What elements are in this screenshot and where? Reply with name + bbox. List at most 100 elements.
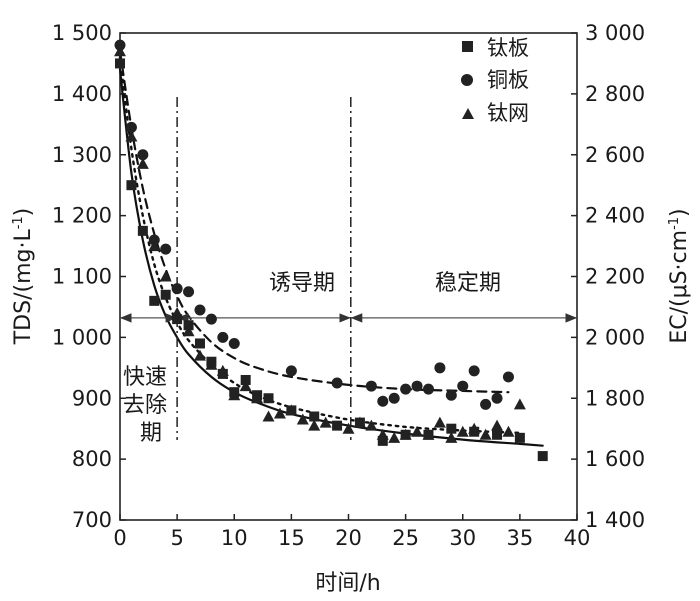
titanium-mesh-point xyxy=(171,307,184,319)
titanium-mesh-point xyxy=(114,45,126,57)
titanium-plate-point xyxy=(149,295,160,306)
titanium-plate-point xyxy=(137,225,148,236)
titanium-mesh-point xyxy=(411,425,424,437)
titanium-mesh-point xyxy=(182,325,195,337)
fit-lines xyxy=(118,50,544,447)
x-axis-ticks: 0 5 10 15 20 25 30 35 40 xyxy=(113,514,590,550)
y-right-tick-label: 3 000 xyxy=(585,21,645,45)
copper-plate-point xyxy=(183,286,195,298)
copper-plate-point xyxy=(445,389,457,401)
y-right-tick-label: 1 800 xyxy=(585,386,645,410)
fit-curve-dashed xyxy=(118,50,510,394)
titanium-mesh-point xyxy=(285,404,298,416)
copper-plate-point xyxy=(205,313,217,325)
y-left-tick-label: 1 500 xyxy=(52,21,112,45)
phase-label-induction: 诱导期 xyxy=(269,271,335,296)
y-left-tick-label: 900 xyxy=(72,386,112,410)
copper-plate-point xyxy=(457,380,469,392)
copper-plate-point xyxy=(194,304,206,316)
y-right-axis-title: EC/(μS·cm-1) xyxy=(667,208,692,343)
titanium-mesh-point xyxy=(376,428,389,440)
phase-markers xyxy=(119,97,578,440)
y-right-tick-label: 2 800 xyxy=(585,82,645,106)
titanium-mesh-point xyxy=(296,413,309,425)
x-tick-label: 25 xyxy=(392,526,419,550)
titanium-plate-point xyxy=(514,432,525,443)
titanium-mesh-point xyxy=(228,389,241,401)
titanium-plate-point xyxy=(240,374,251,385)
titanium-plate-point xyxy=(446,423,457,434)
legend-label-copper-plate: 铜板 xyxy=(487,68,529,92)
titanium-plate-point xyxy=(309,411,320,422)
phase-label-stable: 稳定期 xyxy=(435,271,501,296)
x-tick-label: 30 xyxy=(449,526,476,550)
titanium-plate-point xyxy=(537,451,548,462)
phase-labels: 快速 去除 期 诱导期 稳定期 xyxy=(123,271,501,446)
titanium-mesh-point xyxy=(319,416,332,428)
titanium-mesh-point xyxy=(422,428,435,440)
y-left-tick-label: 700 xyxy=(72,508,112,532)
titanium-mesh-point xyxy=(273,407,286,419)
titanium-mesh-point xyxy=(262,410,275,422)
legend-marker-titanium-plate xyxy=(462,41,473,52)
copper-plate-point xyxy=(434,362,446,374)
phase-label-rapid-removal-line2: 去除 xyxy=(123,393,167,418)
y-right-tick-label: 2 000 xyxy=(585,325,645,349)
copper-plate-point xyxy=(491,392,503,404)
y-right-axis-ticks: 1 400 1 600 1 800 2 000 2 200 2 400 2 600 2 800… xyxy=(571,21,645,532)
titanium-mesh-point xyxy=(388,431,401,443)
legend-marker-copper-plate xyxy=(461,74,473,86)
titanium-plate-point xyxy=(183,320,194,331)
titanium-mesh-point xyxy=(502,425,515,437)
phase-label-rapid-removal-line1: 快速 xyxy=(123,365,167,390)
copper-plate-point xyxy=(365,380,377,392)
y-right-tick-label: 2 200 xyxy=(585,265,645,289)
copper-plate-point xyxy=(285,365,297,377)
copper-plate-point xyxy=(502,371,514,383)
titanium-mesh-point xyxy=(479,428,492,440)
y-left-axis-title: TDS/(mg·L-1) xyxy=(11,208,36,346)
copper-plate-point xyxy=(377,395,389,407)
titanium-plate-point xyxy=(377,435,388,446)
legend-label-titanium-plate: 钛板 xyxy=(487,36,529,60)
titanium-plate-point xyxy=(492,429,503,440)
x-axis-title: 时间/h xyxy=(315,571,380,596)
copper-plate-point xyxy=(422,383,434,395)
copper-plate-point xyxy=(125,121,137,133)
titanium-mesh-point xyxy=(251,392,264,404)
copper-plate-point xyxy=(228,337,240,349)
copper-plate-point xyxy=(137,149,149,161)
x-tick-label: 40 xyxy=(564,526,591,550)
y-left-tick-label: 1 000 xyxy=(52,325,112,349)
titanium-plate-point xyxy=(263,393,274,404)
y-right-tick-label: 1 600 xyxy=(585,447,645,471)
titanium-mesh-point xyxy=(216,364,229,376)
y-left-axis-ticks: 700 800 900 1 000 1 100 1 200 1 300 1 400 1 500 xyxy=(52,21,126,532)
titanium-mesh-point xyxy=(342,422,355,434)
titanium-plate-point xyxy=(160,289,171,300)
y-left-tick-label: 1 200 xyxy=(52,204,112,228)
legend-marker-titanium-mesh xyxy=(462,108,474,119)
copper-plate-point xyxy=(480,398,492,410)
titanium-mesh-point xyxy=(365,419,378,431)
titanium-plate-point xyxy=(172,314,183,325)
titanium-mesh-point xyxy=(148,240,161,252)
titanium-mesh-point xyxy=(353,416,366,428)
copper-plate-point xyxy=(217,331,229,343)
copper-plate-point xyxy=(171,283,183,295)
y-right-tick-label: 2 600 xyxy=(585,143,645,167)
copper-plate-point xyxy=(388,392,400,404)
phase-label-rapid-removal-line3: 期 xyxy=(140,421,162,446)
x-tick-label: 15 xyxy=(278,526,305,550)
titanium-mesh-point xyxy=(239,380,252,392)
y-left-tick-label: 1 400 xyxy=(52,82,112,106)
copper-plate-point xyxy=(411,380,423,392)
legend: 钛板 铜板 钛网 xyxy=(461,36,529,125)
titanium-mesh-point xyxy=(456,425,469,437)
copper-plate-point xyxy=(468,365,480,377)
y-left-tick-label: 1 100 xyxy=(52,265,112,289)
copper-plate-point xyxy=(114,39,126,51)
titanium-mesh-point xyxy=(399,428,412,440)
legend-label-titanium-mesh: 钛网 xyxy=(487,101,529,125)
